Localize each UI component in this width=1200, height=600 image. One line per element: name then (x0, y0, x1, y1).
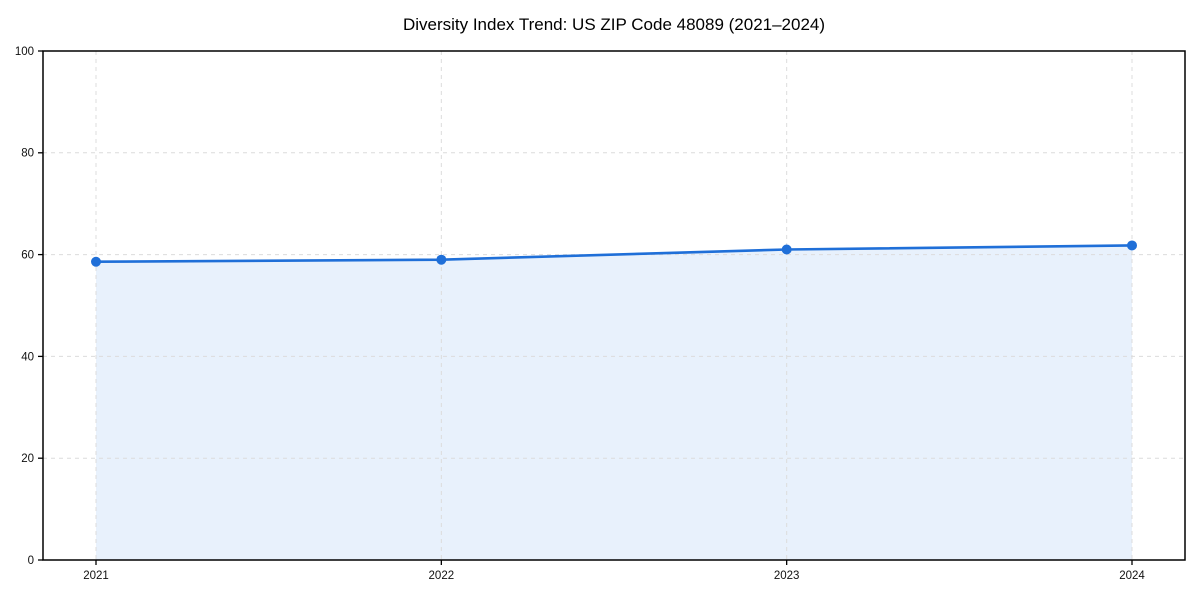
y-tick-label: 80 (21, 148, 34, 160)
y-tick-label: 100 (15, 46, 34, 58)
x-tick-label: 2021 (83, 570, 109, 582)
y-tick-label: 20 (21, 453, 34, 465)
plot-area: 0 20 40 60 80 100 2021 2022 2023 2024 (15, 46, 1186, 582)
x-tick-label: 2022 (429, 570, 455, 582)
x-tick-label: 2023 (774, 570, 800, 582)
data-point (91, 256, 101, 267)
data-point (781, 244, 792, 255)
area-fill (96, 245, 1132, 561)
y-tick-label: 40 (21, 351, 34, 363)
chart-title: Diversity Index Trend: US ZIP Code 48089… (403, 15, 825, 34)
y-tick-label: 60 (21, 250, 34, 262)
y-tick-label: 0 (28, 555, 34, 567)
data-point (1127, 240, 1137, 251)
x-tick-label: 2024 (1119, 570, 1145, 582)
axes-frame (42, 50, 1186, 561)
trend-line (94, 244, 1134, 264)
data-point (436, 254, 447, 265)
